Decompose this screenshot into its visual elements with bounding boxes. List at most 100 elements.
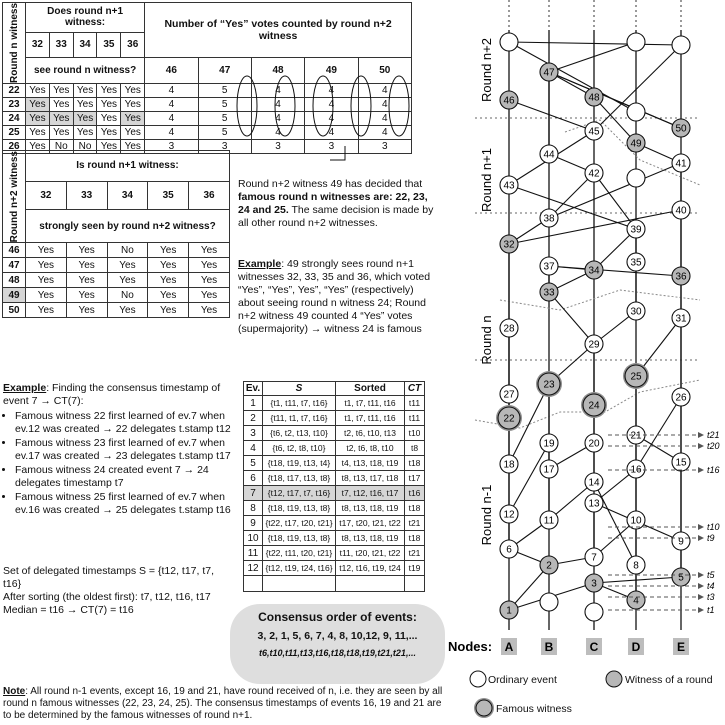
table-row: 47 Yes Yes Yes Yes Yes	[2, 257, 230, 274]
event-label: 39	[630, 225, 642, 236]
table-cell: t16	[404, 485, 425, 501]
row-id: 46	[2, 242, 26, 259]
vote-cell: 4	[357, 125, 413, 140]
table1-subquestion: see round n witness?	[24, 56, 146, 85]
table-cell: {t18, t19, t13, t4}	[262, 455, 336, 471]
event-label: 26	[675, 393, 687, 404]
table-cell: t21	[404, 545, 425, 561]
event-label: 15	[675, 458, 687, 469]
gossip-edge	[593, 310, 637, 345]
table-cell: Yes	[25, 272, 67, 289]
table-cell: Yes	[48, 125, 74, 140]
table-cell: Yes	[120, 97, 146, 112]
gossip-edge	[508, 582, 595, 611]
consensus-timestamp-table: Ev. S Sorted CT 1 {t1, t11, t7, t16} t1, t…	[243, 381, 425, 592]
table-cell: Yes	[188, 287, 230, 304]
event-node	[671, 118, 691, 138]
vote-cell: 4	[250, 97, 306, 112]
event-label: 8	[633, 561, 639, 572]
table-row: 48 Yes Yes Yes Yes Yes	[2, 272, 230, 289]
table-cell: t18	[404, 455, 425, 471]
event-label: 34	[588, 266, 600, 277]
consensus-line1: 3, 2, 1, 5, 6, 7, 4, 8, 10,12, 9, 11,...	[257, 630, 418, 642]
event-node	[584, 121, 604, 141]
event-node	[671, 153, 691, 173]
gossip-edge	[508, 209, 682, 245]
table-cell: Yes	[147, 272, 190, 289]
gossip-edge	[508, 217, 550, 245]
table-cell: t11, t20, t21, t22	[335, 545, 405, 561]
vote-cell: 4	[304, 111, 359, 126]
vote-cell: 4	[357, 97, 413, 112]
table-cell: 1	[243, 395, 263, 411]
node-column-label: A	[505, 640, 514, 654]
gossip-edge	[593, 468, 637, 504]
event-node	[624, 364, 648, 388]
event-label: 5	[678, 573, 684, 584]
event-label: 48	[588, 93, 600, 104]
event-node	[626, 425, 646, 445]
event-label: 36	[675, 272, 687, 283]
nodes-label: Nodes:	[448, 639, 492, 654]
event-node	[671, 35, 691, 55]
event-label: 14	[588, 478, 600, 489]
event-node	[539, 592, 559, 612]
table-cell: Yes	[72, 83, 98, 98]
table-row	[243, 575, 425, 592]
vote-cell: 5	[197, 125, 252, 140]
votes-header: Number of “Yes” votes counted by round n…	[144, 2, 412, 58]
node-column-box	[541, 638, 557, 655]
node-column-box	[628, 638, 644, 655]
event-node	[499, 90, 519, 110]
table-cell: t1, t7, t11, t16	[335, 410, 405, 426]
table-row: 6 {t18, t17, t13, t8} t8, t13, t17, t18 t17	[243, 470, 425, 486]
table-cell: t8, t13, t18, t19	[335, 530, 405, 546]
event-label: 9	[678, 537, 684, 548]
table-cell: Yes	[25, 257, 67, 274]
gossip-edge	[593, 96, 637, 144]
node-column-label: C	[590, 640, 599, 654]
row-id: 49	[2, 287, 26, 304]
table-cell: Yes	[96, 83, 122, 98]
table1-question-header: Does round n+1 witness:	[24, 2, 146, 33]
timestamp-label: t1	[707, 605, 715, 615]
table2-row-header: Round n+2 witness	[2, 149, 26, 244]
gossip-edge	[548, 269, 595, 293]
event-label: 7	[591, 553, 597, 564]
event-node	[499, 318, 519, 338]
table-cell: Yes	[65, 272, 108, 289]
event-label: 49	[630, 139, 642, 150]
note-text: Note: All round n-1 events, except 16, 1…	[3, 686, 443, 721]
event-label: 32	[503, 240, 515, 251]
event-node	[626, 459, 646, 479]
vote-cell: 4	[250, 125, 306, 140]
event-label: 19	[543, 439, 555, 450]
famous-witness-ring	[536, 371, 562, 397]
table-cell: t18	[404, 530, 425, 546]
table-row: 5 {t18, t19, t13, t4} t4, t13, t18, t19 t18	[243, 455, 425, 471]
gossip-edge	[548, 162, 682, 219]
timestamp-set: Set of delegated timestamps S = {t12, t1…	[3, 565, 215, 616]
vote-cell: 3	[357, 139, 413, 154]
gossip-edge	[548, 71, 682, 129]
event-node	[539, 282, 559, 302]
event-label: 37	[543, 262, 555, 273]
event-node	[584, 547, 604, 567]
table-cell: {t11, t1, t7, t16}	[262, 410, 336, 426]
event-label: 16	[630, 465, 642, 476]
event-node	[626, 301, 646, 321]
row-id: 22	[2, 83, 26, 98]
table-cell: t1, t7, t11, t16	[335, 395, 405, 411]
table-cell: t11	[404, 410, 425, 426]
timestamp-label: t4	[707, 581, 715, 591]
event-node	[626, 590, 646, 610]
event-node	[539, 433, 559, 453]
event-label: 20	[588, 439, 600, 450]
gossip-edge	[548, 265, 595, 271]
table-cell: Yes	[65, 302, 108, 319]
timestamp-label: t21	[707, 430, 720, 440]
table-cell: {t18, t19, t13, t8}	[262, 530, 336, 546]
event-label: 30	[630, 307, 642, 318]
event-label: 22	[503, 414, 515, 425]
gossip-edge	[635, 434, 682, 463]
